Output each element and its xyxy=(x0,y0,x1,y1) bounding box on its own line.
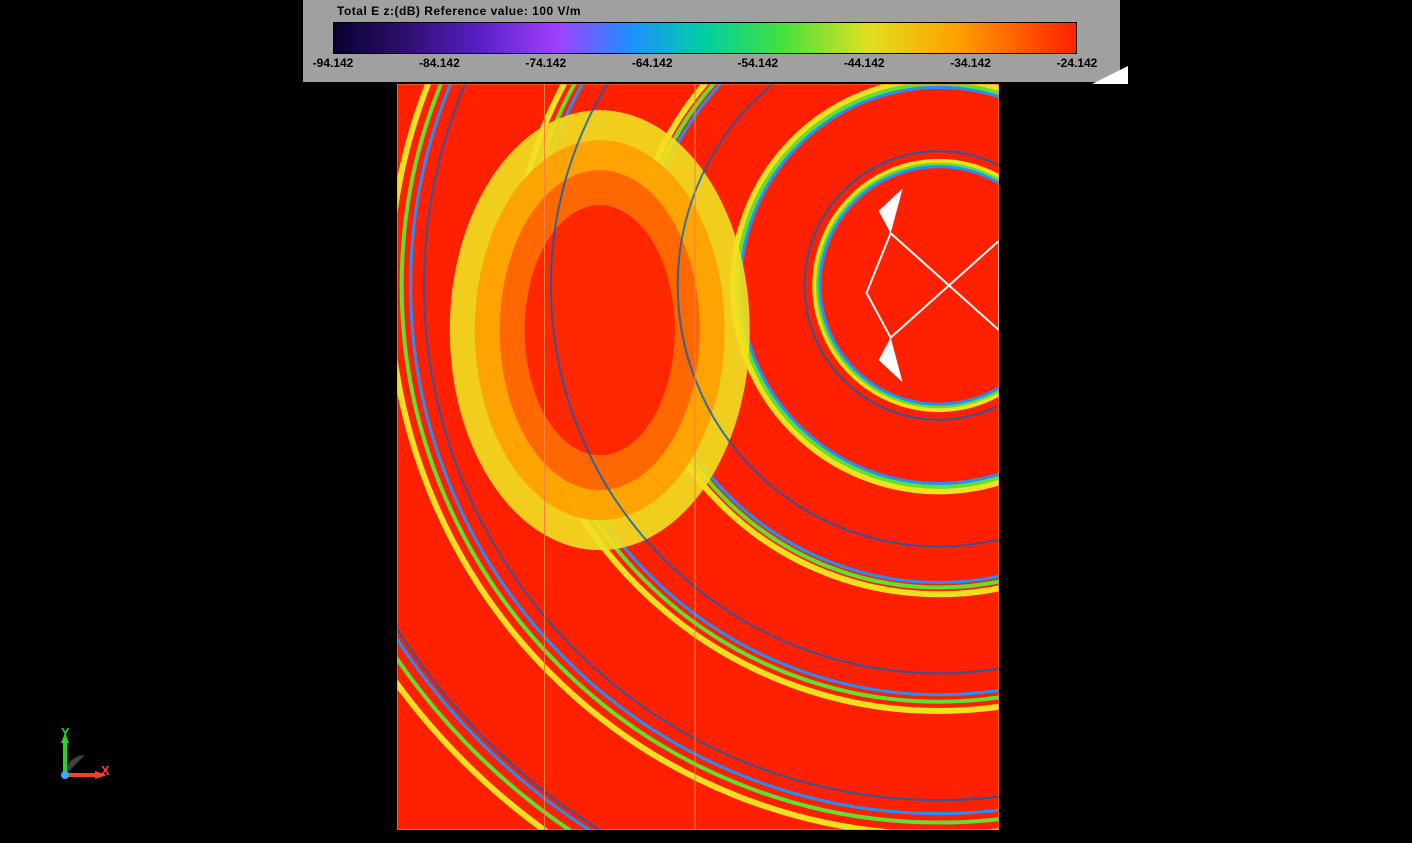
colorbar-tick: -64.142 xyxy=(632,56,673,70)
axis-z-dot xyxy=(61,771,69,779)
colorbar-tick: -34.142 xyxy=(950,56,991,70)
legend-corner-notch xyxy=(1092,66,1128,84)
colorbar-tick: -84.142 xyxy=(419,56,460,70)
colorbar-gradient xyxy=(333,22,1077,54)
colorbar-tick: -54.142 xyxy=(737,56,778,70)
colorbar-tick: -44.142 xyxy=(844,56,885,70)
colorbar-legend-panel: Total E z:(dB) Reference value: 100 V/m … xyxy=(303,0,1120,82)
field-secondary-lobe xyxy=(525,205,675,455)
colorbar-title: Total E z:(dB) Reference value: 100 V/m xyxy=(337,4,1096,22)
field-plot-viewport[interactable] xyxy=(397,84,999,830)
axis-y-label: Y xyxy=(61,725,70,740)
colorbar-tick: -94.142 xyxy=(313,56,354,70)
colorbar-tick-row: -94.142-84.142-74.142-64.142-54.142-44.1… xyxy=(333,54,1077,72)
triad-arc xyxy=(65,755,85,775)
axis-triad[interactable]: Y X xyxy=(55,727,115,787)
axis-x-label: X xyxy=(101,763,110,778)
colorbar-wrap: -94.142-84.142-74.142-64.142-54.142-44.1… xyxy=(333,22,1077,72)
field-plot-svg xyxy=(397,84,999,830)
colorbar-tick: -74.142 xyxy=(525,56,566,70)
